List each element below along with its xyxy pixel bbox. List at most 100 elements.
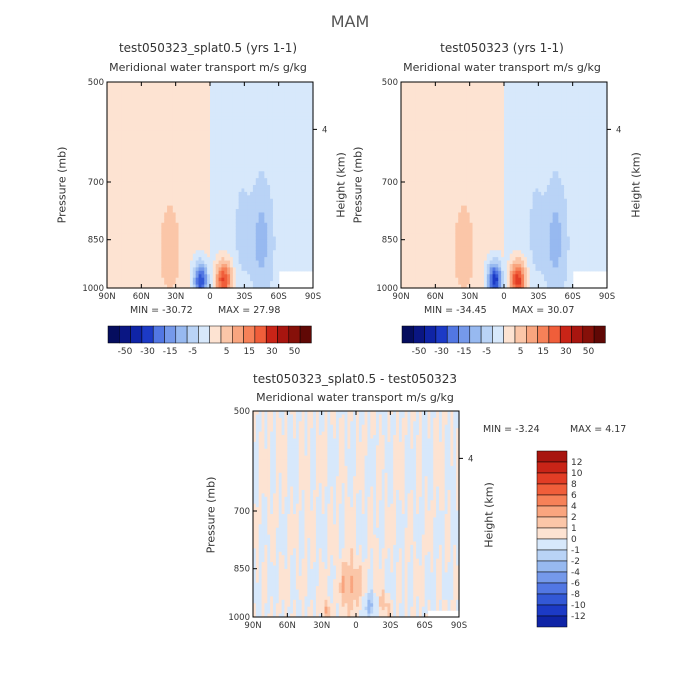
field-cell xyxy=(155,274,160,279)
field-cell xyxy=(403,88,408,93)
field-cell xyxy=(218,236,223,241)
field-cell xyxy=(241,160,245,165)
field-cell xyxy=(169,267,174,272)
field-cell xyxy=(169,88,174,93)
field-cell xyxy=(192,219,197,224)
field-cell xyxy=(141,253,145,258)
field-cell xyxy=(201,95,205,100)
field-cell xyxy=(238,171,243,176)
panel1-xtick-label: 0 xyxy=(207,292,212,302)
field-cell xyxy=(275,260,280,265)
field-cell xyxy=(107,174,111,179)
field-cell xyxy=(167,253,171,258)
field-cell xyxy=(264,188,268,193)
field-cell xyxy=(161,229,165,234)
field-cell xyxy=(167,257,171,262)
field-cell xyxy=(241,95,245,100)
field-cell xyxy=(261,88,265,93)
field-cell xyxy=(423,185,428,190)
field-cell xyxy=(412,102,416,107)
field-cell xyxy=(423,274,428,279)
field-cell xyxy=(244,215,248,220)
field-cell xyxy=(109,171,114,176)
field-cell xyxy=(270,112,274,117)
field-cell xyxy=(207,130,211,135)
field-cell xyxy=(112,219,117,224)
field-cell xyxy=(252,212,257,217)
field-cell xyxy=(184,99,188,104)
field-cell xyxy=(192,188,197,193)
field-cell xyxy=(278,143,283,148)
field-cell xyxy=(184,209,188,214)
field-cell xyxy=(144,188,148,193)
field-cell xyxy=(230,136,234,141)
field-cell xyxy=(250,198,254,203)
field-cell xyxy=(218,284,223,289)
field-cell xyxy=(138,222,142,227)
field-cell xyxy=(250,284,254,289)
field-cell xyxy=(230,150,234,155)
field-cell xyxy=(247,246,251,251)
field-cell xyxy=(215,277,220,282)
field-cell xyxy=(204,198,208,203)
field-cell xyxy=(167,274,171,279)
field-cell xyxy=(429,126,434,131)
field-cell xyxy=(270,281,274,286)
field-cell xyxy=(290,126,294,131)
field-cell xyxy=(158,171,162,176)
field-cell xyxy=(107,226,111,231)
field-cell xyxy=(221,95,225,100)
field-cell xyxy=(290,88,294,93)
field-cell xyxy=(301,219,306,224)
field-cell xyxy=(238,212,243,217)
field-cell xyxy=(298,123,303,128)
field-cell xyxy=(138,185,142,190)
field-cell xyxy=(161,136,165,141)
field-cell xyxy=(412,164,416,169)
field-cell xyxy=(218,253,223,258)
field-cell xyxy=(155,253,160,258)
field-cell xyxy=(178,236,182,241)
field-cell xyxy=(238,243,243,248)
field-cell xyxy=(258,219,263,224)
field-cell xyxy=(161,212,165,217)
field-cell xyxy=(132,85,137,90)
panel2-title: test050323 (yrs 1-1) xyxy=(440,41,564,55)
field-cell xyxy=(403,181,408,186)
field-cell xyxy=(275,167,280,172)
field-cell xyxy=(227,239,231,244)
field-cell xyxy=(132,136,137,141)
field-cell xyxy=(287,150,291,155)
field-cell xyxy=(310,116,314,121)
field-cell xyxy=(107,263,111,268)
field-cell xyxy=(169,112,174,117)
field-cell xyxy=(167,202,171,207)
field-cell xyxy=(187,274,191,279)
panel3-units: m/s g/kg xyxy=(406,391,454,404)
field-cell xyxy=(227,277,231,282)
field-cell xyxy=(221,236,225,241)
field-cell xyxy=(192,95,197,100)
field-cell xyxy=(429,123,434,128)
field-cell xyxy=(198,174,203,179)
field-cell xyxy=(118,157,122,162)
field-cell xyxy=(247,106,251,111)
field-cell xyxy=(109,174,114,179)
field-cell xyxy=(224,116,228,121)
field-cell xyxy=(310,85,314,90)
field-cell xyxy=(187,123,191,128)
field-cell xyxy=(129,243,134,248)
field-cell xyxy=(403,178,408,183)
field-cell xyxy=(204,219,208,224)
field-cell xyxy=(172,202,177,207)
field-cell xyxy=(255,188,260,193)
field-cell xyxy=(247,167,251,172)
field-cell xyxy=(132,140,137,145)
field-cell xyxy=(241,119,245,124)
field-cell xyxy=(124,270,128,275)
field-cell xyxy=(187,253,191,258)
field-cell xyxy=(426,257,431,262)
field-cell xyxy=(310,191,314,196)
field-cell xyxy=(115,167,120,172)
field-cell xyxy=(241,226,245,231)
